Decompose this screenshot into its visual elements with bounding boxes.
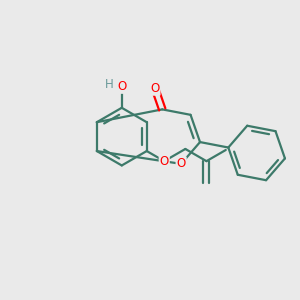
Text: O: O: [150, 82, 160, 95]
Text: O: O: [160, 154, 169, 168]
Text: O: O: [176, 158, 186, 170]
Text: O: O: [117, 80, 126, 93]
Text: H: H: [105, 77, 114, 91]
